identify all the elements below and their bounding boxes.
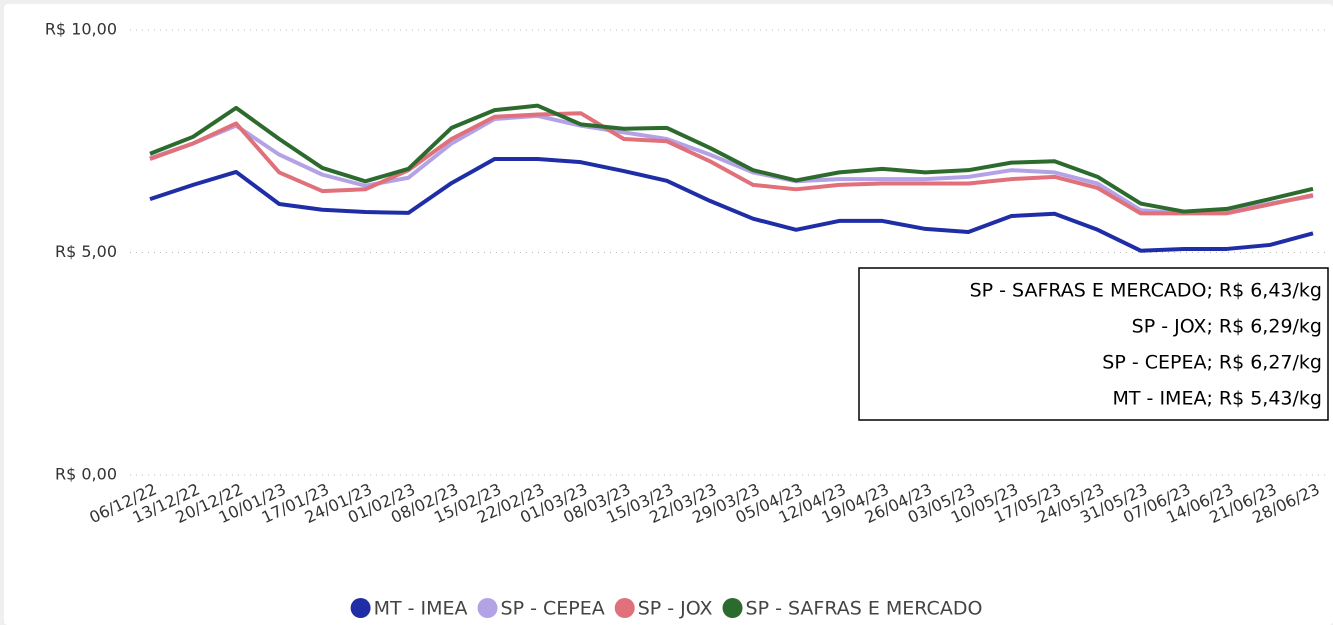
legend: MT - IMEA SP - CEPEA SP - JOX SP - SAFRAS E…	[350, 598, 983, 620]
annotation: MT - IMEA; R$ 5,43/kg	[1113, 388, 1322, 410]
legend-label: SP - SAFRAS E MERCADO	[746, 598, 983, 620]
legend-marker	[477, 598, 498, 618]
legend-marker	[614, 598, 635, 618]
series-line	[149, 103, 1314, 214]
legend-marker	[350, 598, 371, 618]
legend-marker	[722, 598, 743, 618]
series-line	[149, 157, 1314, 253]
y-tick-label: R$ 10,00	[45, 20, 117, 39]
series-line	[149, 111, 1314, 216]
y-tick-label: R$ 0,00	[55, 465, 117, 484]
annotation-box	[858, 267, 1329, 421]
y-tick-label: R$ 5,00	[55, 242, 117, 261]
series-line	[149, 113, 1314, 216]
annotation: SP - CEPEA; R$ 6,27/kg	[1102, 352, 1322, 374]
annotation: SP - SAFRAS E MERCADO; R$ 6,43/kg	[970, 280, 1322, 302]
legend-label: SP - JOX	[638, 598, 713, 620]
legend-label: MT - IMEA	[374, 598, 468, 620]
legend-label: SP - CEPEA	[501, 598, 605, 620]
annotation: SP - JOX; R$ 6,29/kg	[1132, 316, 1322, 338]
